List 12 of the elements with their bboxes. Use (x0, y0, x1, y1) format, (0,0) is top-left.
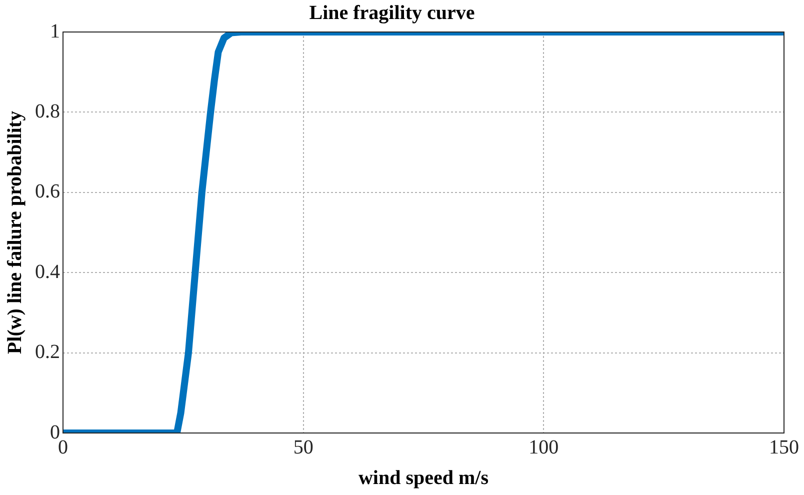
x-tick-label: 150 (769, 436, 799, 458)
chart-title: Line fragility curve (309, 2, 475, 24)
y-tick-label: 0 (50, 421, 60, 444)
x-axis-title: wind speed m/s (358, 467, 489, 490)
y-tick-label: 0.2 (35, 341, 60, 364)
y-axis-title: Pl(w) line failure probability (4, 110, 26, 354)
y-tick-label: 0.8 (35, 100, 60, 122)
y-tick-label: 0.6 (35, 180, 60, 203)
x-tick-label: 100 (528, 436, 559, 458)
y-tick-label: 0.4 (35, 260, 60, 283)
x-tick-label: 50 (293, 436, 314, 458)
y-tick-label: 1 (50, 20, 60, 42)
